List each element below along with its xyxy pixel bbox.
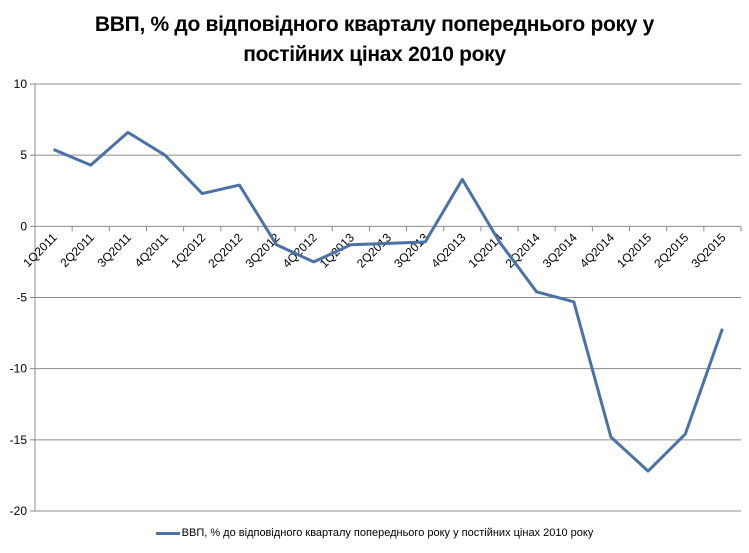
data-series xyxy=(53,130,724,473)
x-tick-label: 2Q2013 xyxy=(354,230,394,270)
y-tick-label: -5 xyxy=(16,291,27,305)
y-tick-label: 10 xyxy=(14,77,28,91)
x-tick-label: 3Q2011 xyxy=(95,230,135,270)
x-tick-label: 3Q2015 xyxy=(688,230,728,270)
x-tick-label: 1Q2015 xyxy=(614,230,654,270)
legend-label: ВВП, % до відповідного кварталу попередн… xyxy=(181,527,594,539)
x-tick-label: 1Q2012 xyxy=(168,230,208,270)
gridlines xyxy=(35,83,741,512)
chart-title-line-1: ВВП, % до відповідного кварталу попередн… xyxy=(94,13,655,36)
x-tick-label: 3Q2013 xyxy=(391,230,431,270)
legend: ВВП, % до відповідного кварталу попередн… xyxy=(0,527,749,539)
x-tick-label: 2Q2014 xyxy=(503,230,543,270)
x-tick-label: 2Q2011 xyxy=(57,230,97,270)
y-tick-label: -20 xyxy=(10,504,28,518)
y-axis: 10 5 0 -5 -10 -15 -20 xyxy=(10,77,36,518)
series-line xyxy=(53,130,724,473)
legend-line-icon xyxy=(155,531,180,535)
x-tick-label: 4Q2011 xyxy=(132,230,172,270)
x-tick-label: 2Q2012 xyxy=(205,230,245,270)
x-tick-label: 4Q2014 xyxy=(577,230,617,270)
x-tick-label: 3Q2012 xyxy=(243,230,283,270)
y-tick-label: -10 xyxy=(10,362,28,376)
x-axis: 1Q20112Q20113Q20114Q20111Q20122Q20123Q20… xyxy=(20,226,742,271)
x-tick-label: 4Q2013 xyxy=(428,230,468,270)
y-tick-label: 0 xyxy=(20,219,27,233)
x-tick-label: 3Q2014 xyxy=(540,230,580,270)
chart-title: ВВП, % до відповідного кварталу попередн… xyxy=(0,10,749,70)
y-tick-label: 5 xyxy=(20,148,27,162)
x-tick-label: 2Q2015 xyxy=(651,230,691,270)
x-tick-label: 1Q2014 xyxy=(465,230,505,270)
x-tick-label: 1Q2011 xyxy=(20,230,60,270)
chart-title-line-2: постійних цінах 2010 року xyxy=(243,43,506,66)
y-tick-label: -15 xyxy=(10,433,28,447)
